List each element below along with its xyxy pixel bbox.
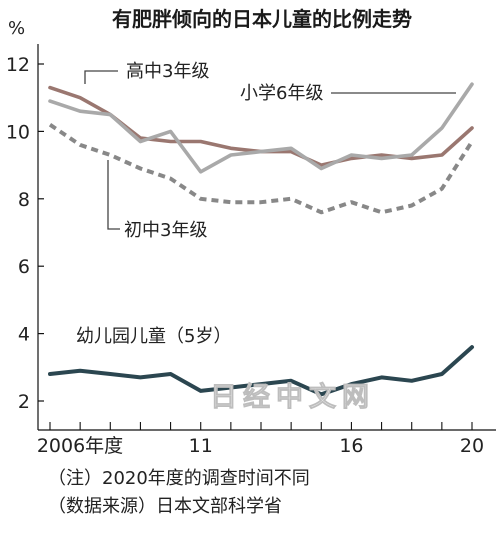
x-tick-label: 16: [339, 435, 363, 457]
y-tick-label: 6: [18, 256, 30, 278]
series-label-high-school: 高中3年级: [126, 61, 209, 82]
series-elementary-line: [48, 82, 474, 174]
chart-title: 有肥胖倾向的日本儿童的比例走势: [112, 7, 412, 31]
x-tick-label: 2006年度: [37, 435, 123, 457]
x-axis: 2006年度 11 16 20: [37, 422, 484, 457]
note-data-source: （数据来源）日本文部科学省: [48, 496, 282, 517]
y-axis-unit: %: [8, 18, 25, 39]
y-tick-label: 8: [18, 189, 30, 211]
y-tick-label: 2: [18, 391, 30, 413]
series-label-kindergarten: 幼儿园儿童（5岁）: [76, 326, 231, 347]
note-survey-time: （注）2020年度的调查时间不同: [48, 468, 310, 489]
series-layer: [48, 82, 474, 397]
y-axis: 2 4 6 8 10 12: [6, 54, 44, 413]
watermark: 日经中文网: [210, 381, 375, 413]
y-tick-label: 10: [6, 121, 30, 143]
series-label-junior-high: 初中3年级: [124, 220, 207, 241]
y-tick-label: 12: [6, 54, 30, 76]
label-leaders: [84, 70, 456, 230]
x-tick-label: 11: [189, 435, 213, 457]
leader-junior-high: [107, 160, 120, 230]
series-kindergarten-line: [48, 345, 474, 397]
leader-high-school: [84, 70, 118, 84]
x-tick-label: 20: [460, 435, 484, 457]
y-tick-label: 4: [18, 324, 30, 346]
series-label-elementary: 小学6年级: [240, 83, 323, 104]
series-junior-high-line: [48, 123, 474, 215]
